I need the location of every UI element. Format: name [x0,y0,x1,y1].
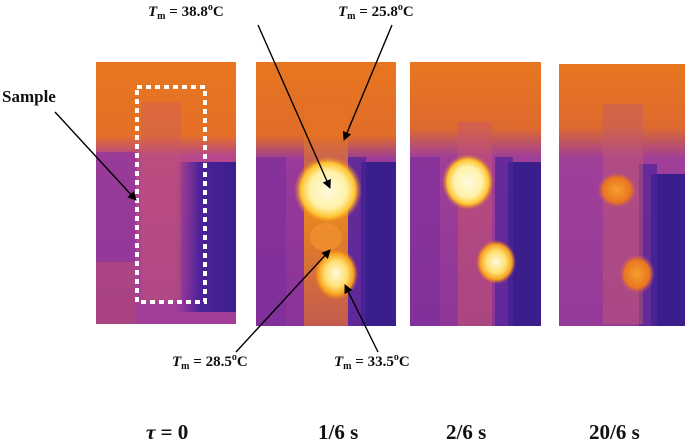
sample-arrow [54,111,137,201]
temp-label-33-5: Tm = 33.5oC [334,352,410,372]
temp-label-28-5: Tm = 28.5oC [172,352,248,372]
thermal-panel-t0 [96,62,236,324]
thermal-panel-t2 [410,62,541,326]
arrow-tm-25 [342,24,393,141]
arrow-tm-33 [344,284,379,353]
temp-label-25-8: Tm = 25.8oC [338,2,414,22]
temp-label-38-8: Tm = 38.8oC [148,2,224,22]
thermal-panel-t3 [559,64,685,326]
time-label-t0: τ = 0 [146,420,189,444]
time-label-t3: 20/6 s [589,420,640,444]
time-label-t1: 1/6 s [318,420,359,444]
sample-label: Sample [2,87,56,106]
thermal-panel-t1 [256,62,396,326]
time-label-t2: 2/6 s [446,420,487,444]
arrow-tm-28 [235,249,331,353]
arrow-tm-38 [257,24,331,189]
sample-box [135,85,207,304]
